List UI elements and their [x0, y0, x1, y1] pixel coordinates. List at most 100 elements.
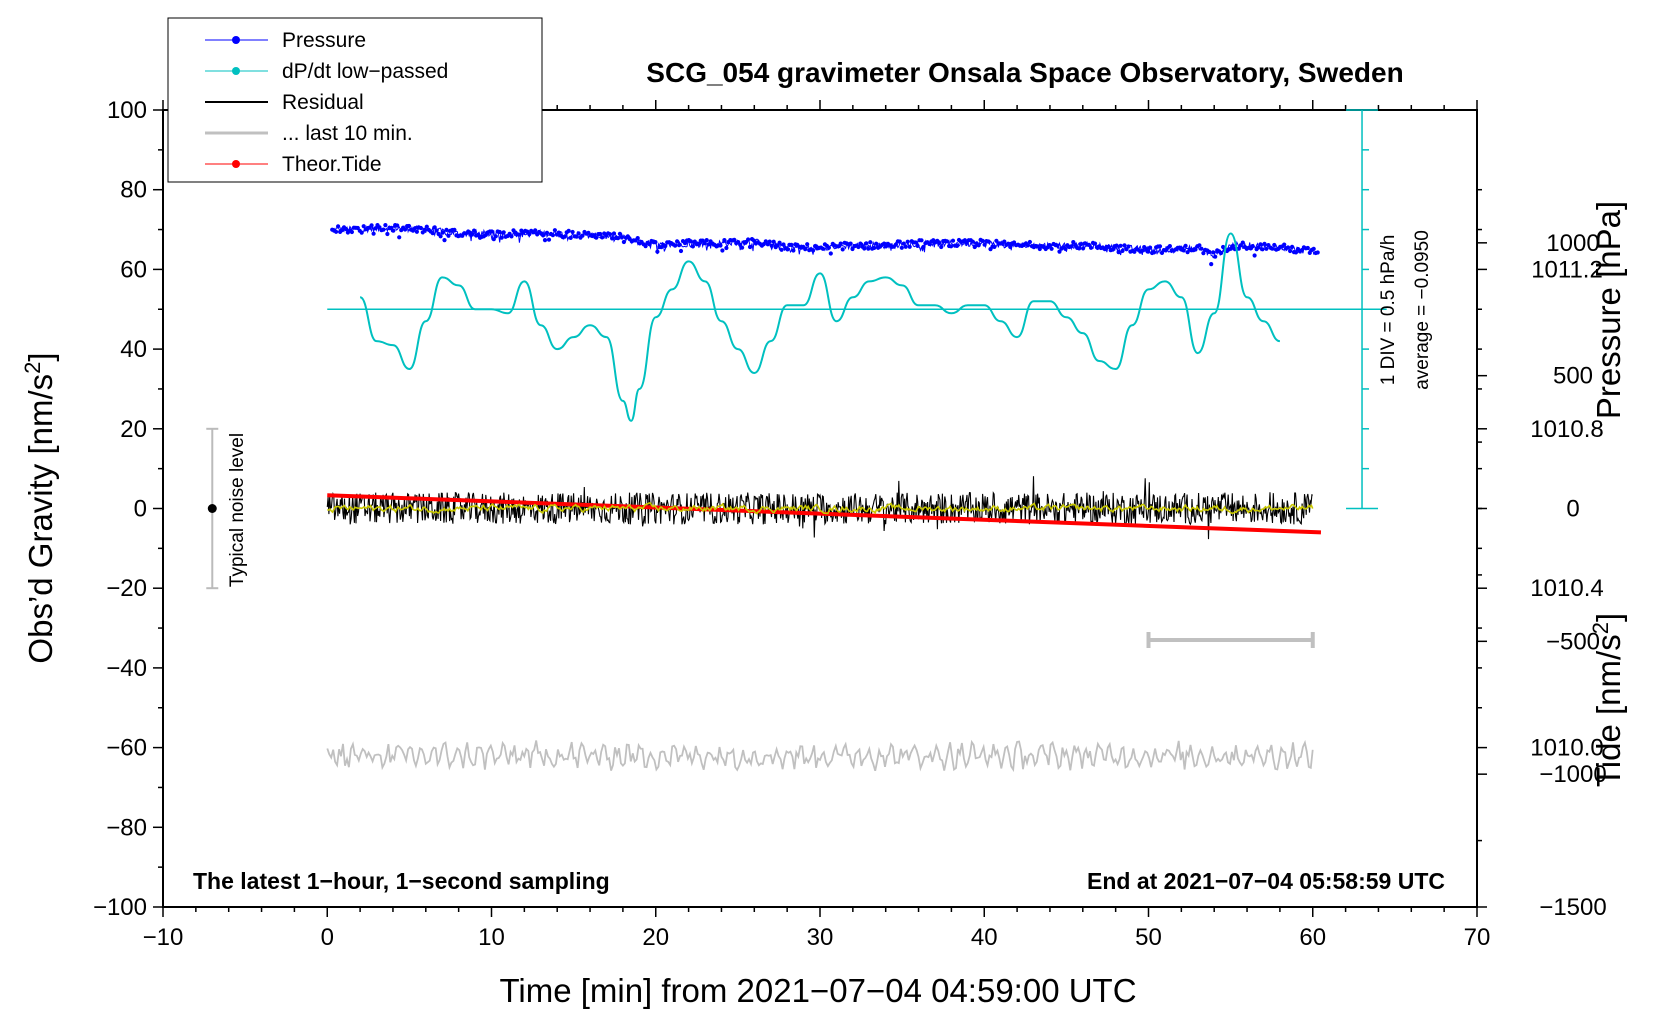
- pressure-point: [621, 239, 627, 245]
- pressure-point: [1146, 249, 1151, 254]
- pressure-point: [600, 235, 605, 240]
- pressure-point: [373, 226, 378, 231]
- pressure-point: [1219, 250, 1224, 256]
- pressure-point: [472, 228, 477, 233]
- pressure-point: [921, 244, 926, 249]
- pressure-point: [919, 238, 924, 243]
- y-tick-label: 60: [120, 256, 147, 283]
- series-layer: [326, 223, 1322, 773]
- tide-tick-label: −1500: [1539, 894, 1606, 921]
- pressure-point: [635, 236, 640, 241]
- last-10-min-series: [326, 739, 1314, 773]
- pressure-point: [937, 241, 942, 246]
- pressure-point: [724, 245, 729, 251]
- pressure-point: [1270, 246, 1275, 251]
- pressure-point: [497, 229, 502, 235]
- residual-smoothed-series: [327, 502, 1314, 515]
- pressure-point: [647, 242, 652, 247]
- pressure-point: [1079, 242, 1084, 247]
- pressure-point: [566, 228, 571, 233]
- pressure-point: [418, 225, 423, 231]
- pressure-point: [424, 224, 429, 229]
- legend-marker: [232, 36, 240, 44]
- pressure-point: [1193, 247, 1198, 252]
- legend-items: Pressure dP/dt low−passed Residual ... last…: [205, 29, 448, 176]
- pressure-point: [1114, 243, 1119, 248]
- pressure-point: [838, 241, 843, 246]
- pressure-point: [406, 223, 412, 229]
- pressure-point: [1201, 251, 1206, 256]
- pressure-point: [848, 241, 853, 246]
- pressure-point: [720, 248, 725, 253]
- pressure-point: [905, 239, 910, 244]
- pressure-point: [1157, 244, 1163, 249]
- pressure-point: [349, 229, 354, 235]
- pressure-point: [395, 223, 400, 228]
- pressure-point: [704, 238, 709, 243]
- pressure-point: [1152, 250, 1157, 255]
- pressure-point: [1006, 241, 1011, 246]
- y-tick-label: 80: [120, 177, 147, 204]
- pressure-point: [655, 249, 660, 254]
- pressure-point: [452, 227, 457, 232]
- pressure-point: [414, 229, 419, 234]
- pressure-point: [777, 240, 782, 245]
- pressure-point: [493, 234, 498, 239]
- pressure-point: [1207, 249, 1212, 254]
- pressure-point: [915, 243, 920, 248]
- x-tick-label: 0: [321, 924, 334, 951]
- y-tick-labels: −100 −80 −60 −40 −20 0 20 40 60 80 100: [93, 97, 147, 921]
- pressure-point: [864, 241, 869, 246]
- dpdt-average-label: average = −0.0950: [1412, 230, 1433, 390]
- pressure-point: [820, 246, 826, 251]
- overlay-layer: [206, 109, 1387, 649]
- pressure-point: [785, 247, 790, 252]
- pressure-point: [678, 248, 684, 254]
- pressure-point: [828, 251, 833, 256]
- pressure-point: [1213, 254, 1218, 259]
- legend-label: ... last 10 min.: [282, 122, 413, 145]
- pressure-point: [430, 231, 435, 236]
- pressure-point: [702, 241, 707, 246]
- pressure-point: [1057, 249, 1062, 254]
- pressure-point: [696, 241, 701, 246]
- tide-tick-label: 1000: [1546, 230, 1599, 257]
- x-tick-label: 70: [1464, 924, 1491, 951]
- pressure-point: [574, 234, 579, 239]
- pressure-point: [610, 236, 615, 241]
- tide-tick-label: −1000: [1539, 761, 1606, 788]
- pressure-point: [747, 244, 753, 250]
- x-axis-label: Time [min] from 2021−07−04 04:59:00 UTC: [499, 972, 1136, 1009]
- dpdt-series: [359, 232, 1281, 422]
- pressure-point: [383, 223, 388, 228]
- pressure-point: [789, 242, 794, 247]
- pressure-point: [580, 233, 585, 238]
- pressure-point: [611, 231, 617, 236]
- pressure-point: [1290, 244, 1295, 249]
- pressure-point: [533, 228, 538, 233]
- pressure-point: [746, 237, 751, 242]
- legend-marker: [232, 160, 240, 168]
- pressure-point: [688, 239, 694, 244]
- pressure-point: [1126, 244, 1131, 249]
- pressure-point: [1256, 245, 1261, 250]
- y-tick-label: 0: [134, 496, 147, 523]
- pressure-point: [446, 233, 451, 238]
- legend-item: ... last 10 min.: [205, 122, 413, 145]
- pressure-point: [675, 239, 680, 244]
- pressure-point: [769, 243, 774, 248]
- y-tick-label: −20: [106, 575, 147, 602]
- axis-ticks: [153, 100, 1487, 917]
- pressure-point: [980, 238, 985, 243]
- pressure-point: [872, 245, 877, 250]
- note-bottom-right: End at 2021−07−04 05:58:59 UTC: [1087, 868, 1445, 894]
- legend-item: Residual: [205, 91, 364, 114]
- pressure-point: [1077, 246, 1082, 251]
- pressure-point: [970, 239, 975, 244]
- pressure-point: [1260, 247, 1265, 252]
- pressure-tick-label: 1010.0: [1530, 735, 1603, 762]
- x-tick-label: 10: [478, 924, 505, 951]
- x-tick-label: 50: [1135, 924, 1162, 951]
- pressure-point: [1262, 241, 1267, 246]
